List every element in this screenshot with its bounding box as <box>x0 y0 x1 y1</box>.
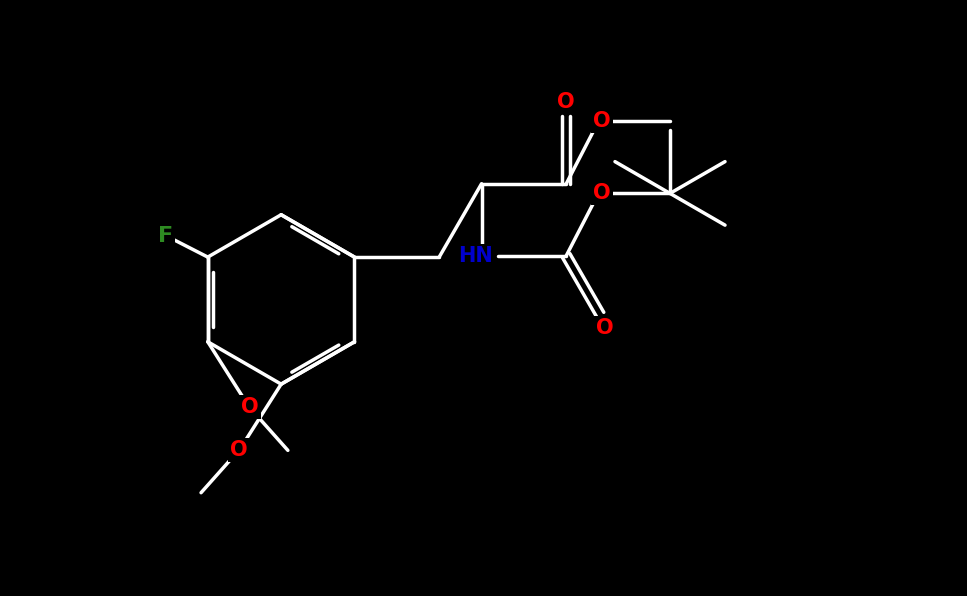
Text: O: O <box>230 440 248 460</box>
Text: O: O <box>557 92 575 112</box>
Text: O: O <box>594 184 611 203</box>
Text: O: O <box>242 398 259 417</box>
Text: O: O <box>594 111 611 131</box>
Text: HN: HN <box>458 246 493 266</box>
Text: F: F <box>158 225 173 246</box>
Text: O: O <box>596 318 613 339</box>
